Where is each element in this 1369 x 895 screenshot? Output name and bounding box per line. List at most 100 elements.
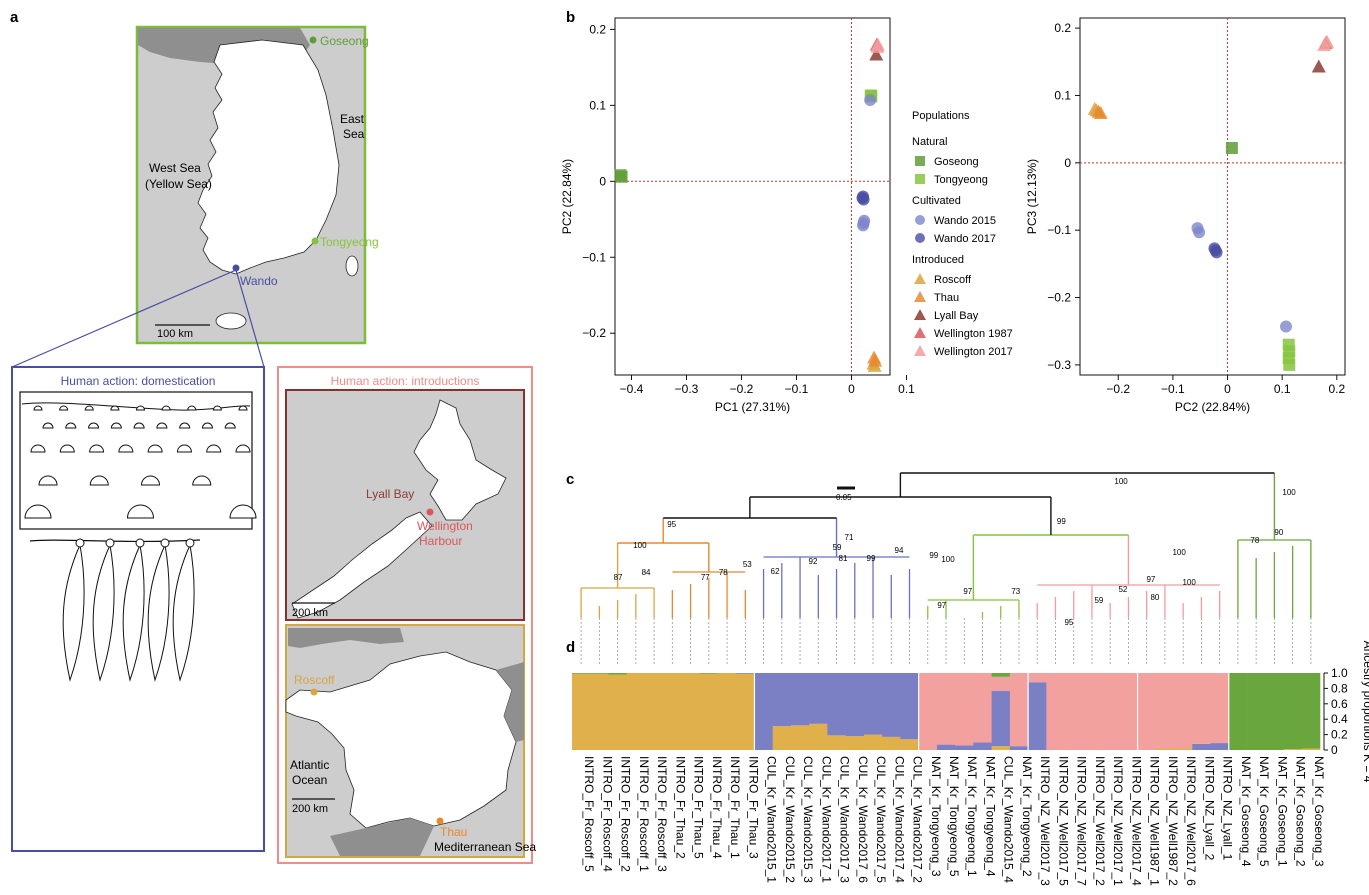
sample-label: NAT_Kr_Tongyeong_1 bbox=[965, 756, 979, 877]
admixture-bar-segment bbox=[918, 673, 938, 750]
rope-line bbox=[29, 539, 201, 543]
x-axis-label: PC2 (22.84%) bbox=[1175, 400, 1250, 414]
bootstrap-value: 77 bbox=[701, 573, 710, 582]
kelp-blade bbox=[172, 543, 195, 682]
buoy bbox=[88, 422, 100, 429]
sample-label: INTRO_NZ_Well2017_1 bbox=[1111, 756, 1125, 886]
sample-label: CUL_Kr_Wando2015_2 bbox=[783, 756, 797, 883]
admixture-bar-segment bbox=[572, 673, 591, 674]
tsushima-island bbox=[345, 255, 359, 277]
sample-label: INTRO_NZ_Well1987_2 bbox=[1166, 756, 1180, 886]
kelp-blade bbox=[122, 543, 145, 682]
legend-swatch-lyall-bay bbox=[914, 309, 926, 320]
korea-scale-label: 100 km bbox=[157, 328, 193, 340]
sample-label: CUL_Kr_Wando2015_3 bbox=[801, 756, 815, 883]
buoy bbox=[59, 444, 75, 453]
buoy bbox=[126, 504, 155, 519]
y-axis-label: PC3 (12.13%) bbox=[1025, 159, 1039, 234]
sample-label: INTRO_NZ_Well2017_3 bbox=[1038, 756, 1052, 886]
admixture-bar-segment bbox=[772, 673, 792, 727]
admixture-bar-segment bbox=[936, 673, 956, 745]
admixture-bar-segment bbox=[681, 673, 701, 750]
sample-label: CUL_Kr_Wando2017_6 bbox=[856, 756, 870, 883]
data-point-wellington-2017 bbox=[870, 37, 885, 51]
bootstrap-value: 100 bbox=[1172, 548, 1186, 557]
y-tick-label: 0.1 bbox=[589, 98, 606, 112]
sample-label: INTRO_Fr_Thau_5 bbox=[692, 756, 706, 859]
jeju-island bbox=[215, 312, 247, 330]
admixture-bar-segment bbox=[991, 746, 1011, 750]
admixture-bar-segment bbox=[1082, 673, 1102, 750]
buoy bbox=[235, 444, 251, 453]
admixture-bar-segment bbox=[863, 734, 883, 750]
nz-scale-label: 200 km bbox=[292, 607, 328, 619]
buoy bbox=[187, 405, 197, 411]
tree-branches: 100 100 95 99 71 100 59 99 94 92 81 62 99 87 84 77 78 53 1… bbox=[580, 472, 1312, 664]
sample-label: INTRO_Fr_Roscoff_3 bbox=[655, 756, 669, 872]
plot-frame bbox=[1079, 17, 1346, 376]
admixture-bar-segment bbox=[1192, 743, 1211, 750]
buoy bbox=[176, 444, 192, 453]
sample-label: NAT_Kr_Tongyeong_4 bbox=[983, 756, 997, 877]
phylogenetic-tree: 0.05 10010095997110059999492816299878477… bbox=[580, 472, 1312, 664]
data-point-goseong bbox=[615, 170, 628, 183]
sample-label: CUL_Kr_Wando2017_2 bbox=[911, 756, 925, 883]
admixture-bar-segment bbox=[1174, 673, 1193, 749]
x-tick-label: −0.1 bbox=[1161, 382, 1185, 396]
sample-label: INTRO_Fr_Roscoff_5 bbox=[582, 756, 596, 872]
admixture-bar-segment bbox=[1283, 749, 1303, 750]
legend-swatch-wellington-1987 bbox=[914, 327, 926, 338]
bootstrap-value: 100 bbox=[941, 555, 955, 564]
legend-group-cultivated: Cultivated bbox=[912, 195, 961, 207]
korea-map: Goseong East Sea West Sea (Yellow Sea) T… bbox=[135, 25, 379, 345]
legend-item-tongyeong: Tongyeong bbox=[934, 174, 988, 186]
bootstrap-value: 97 bbox=[1146, 575, 1155, 584]
y-tick-label: −0.2 bbox=[582, 326, 606, 340]
buoy bbox=[147, 444, 163, 453]
legend-item-wellington-2017: Wellington 2017 bbox=[934, 346, 1013, 358]
legend-swatch-wando-2015 bbox=[915, 215, 925, 225]
introductions-title: Human action: introductions bbox=[331, 374, 480, 388]
data-point-wando-2015 bbox=[858, 214, 871, 227]
bootstrap-value: 97 bbox=[937, 601, 946, 610]
admixture-bar-segment bbox=[572, 673, 591, 750]
kelp-blade bbox=[147, 543, 170, 682]
france-scale-label: 200 km bbox=[292, 803, 328, 815]
panel-label-b: b bbox=[566, 9, 575, 26]
sample-label: CUL_Kr_Wando2015_4 bbox=[1002, 756, 1016, 883]
admixture-bar-segment bbox=[1046, 673, 1065, 750]
x-tick-label: 0.2 bbox=[1328, 382, 1345, 396]
admixture-bar-segment bbox=[717, 673, 737, 750]
kelp-holdfast bbox=[135, 538, 145, 548]
buoy bbox=[179, 422, 191, 429]
admixture-bar-segment bbox=[1155, 673, 1175, 749]
roscoff-label: Roscoff bbox=[294, 673, 335, 687]
sample-label: CUL_Kr_Wando2017_3 bbox=[838, 756, 852, 883]
sample-label: INTRO_NZ_Well2017_7 bbox=[1075, 756, 1089, 886]
y-tick-label: 0.2 bbox=[589, 22, 606, 36]
kelp-blade bbox=[62, 543, 85, 682]
bootstrap-value: 73 bbox=[1011, 587, 1020, 596]
bootstrap-value: 100 bbox=[1182, 578, 1196, 587]
bootstrap-value: 97 bbox=[963, 587, 972, 596]
buoy bbox=[238, 405, 248, 411]
admixture-bar-segment bbox=[955, 745, 974, 750]
data-point-wando-2015 bbox=[1279, 320, 1292, 333]
west-sea-label-2: (Yellow Sea) bbox=[145, 177, 212, 191]
data-point-thau bbox=[868, 353, 883, 367]
admixture-bar-segment bbox=[608, 673, 628, 675]
admixture-bar-segment bbox=[1301, 748, 1321, 750]
admixture-bar-segment bbox=[863, 673, 883, 735]
sample-label: INTRO_Fr_Roscoff_2 bbox=[619, 756, 633, 872]
x-tick-label: 0 bbox=[848, 382, 855, 396]
bootstrap-value: 78 bbox=[719, 568, 728, 577]
bootstrap-value: 100 bbox=[1282, 488, 1296, 497]
thau-label: Thau bbox=[440, 825, 467, 839]
sample-label: INTRO_Fr_Thau_4 bbox=[710, 756, 724, 859]
buoy bbox=[33, 405, 43, 411]
buoy bbox=[161, 405, 171, 411]
sample-label: INTRO_NZ_Well2017_5 bbox=[1056, 756, 1070, 886]
domestication-box: Human action: domestication bbox=[11, 366, 265, 852]
buoy bbox=[229, 504, 257, 519]
